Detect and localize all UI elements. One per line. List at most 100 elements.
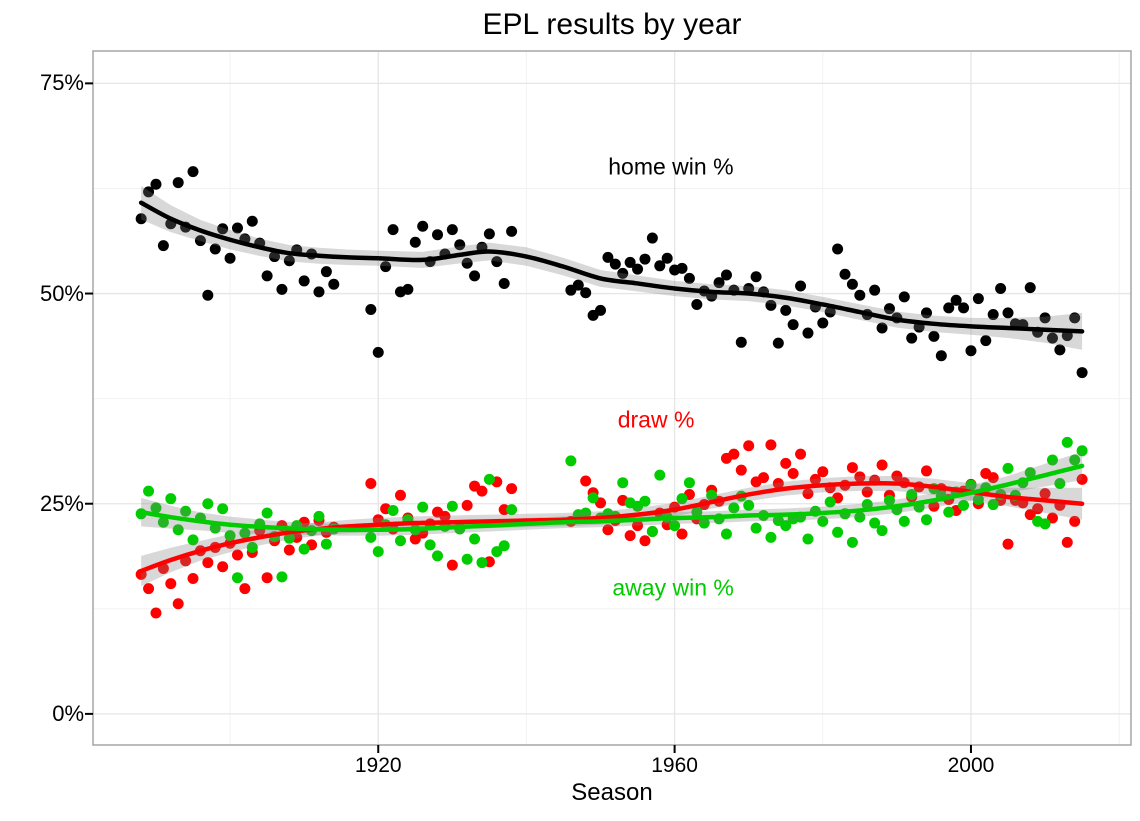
data-point bbox=[824, 496, 836, 508]
data-point bbox=[772, 478, 784, 490]
x-axis-tick-label: 1920 bbox=[354, 754, 402, 777]
data-point bbox=[950, 294, 962, 306]
data-point bbox=[261, 507, 273, 519]
annotation-draw: draw % bbox=[617, 406, 695, 433]
data-point bbox=[728, 502, 740, 514]
data-point bbox=[750, 271, 762, 283]
data-point bbox=[150, 607, 162, 619]
data-point bbox=[802, 533, 814, 545]
data-point bbox=[1024, 282, 1036, 294]
data-point bbox=[921, 514, 933, 526]
data-point bbox=[239, 527, 251, 539]
data-point bbox=[143, 186, 155, 198]
data-point bbox=[691, 298, 703, 310]
data-point bbox=[1046, 512, 1058, 524]
data-point bbox=[580, 287, 592, 299]
data-point bbox=[661, 252, 673, 264]
data-point bbox=[839, 268, 851, 280]
data-point bbox=[143, 583, 155, 595]
data-point bbox=[157, 240, 169, 252]
data-point bbox=[624, 256, 636, 268]
data-point bbox=[565, 455, 577, 467]
data-point bbox=[387, 224, 399, 236]
y-axis-tick-label: 25% bbox=[39, 490, 84, 516]
data-point bbox=[987, 472, 999, 484]
data-point bbox=[180, 505, 192, 517]
data-point bbox=[202, 289, 214, 301]
panel-border bbox=[92, 50, 1132, 746]
data-point bbox=[854, 289, 866, 301]
data-point bbox=[187, 534, 199, 546]
data-point bbox=[869, 517, 881, 529]
data-point bbox=[476, 557, 488, 569]
data-point bbox=[683, 477, 695, 489]
data-point bbox=[639, 253, 651, 265]
chart-title: EPL results by year bbox=[482, 8, 742, 41]
data-point bbox=[632, 520, 644, 532]
data-point bbox=[809, 473, 821, 485]
data-point bbox=[217, 503, 229, 515]
data-point bbox=[461, 499, 473, 511]
data-point bbox=[209, 243, 221, 255]
data-point bbox=[787, 467, 799, 479]
data-point bbox=[387, 504, 399, 516]
data-point bbox=[735, 336, 747, 348]
data-point bbox=[580, 507, 592, 519]
data-point bbox=[706, 489, 718, 501]
data-point bbox=[713, 277, 725, 289]
data-point bbox=[987, 309, 999, 321]
data-point bbox=[965, 345, 977, 357]
data-point bbox=[506, 483, 518, 495]
data-point bbox=[972, 293, 984, 305]
smooth-line bbox=[138, 480, 1085, 574]
data-point bbox=[246, 215, 258, 227]
data-point bbox=[683, 272, 695, 284]
data-point bbox=[743, 440, 755, 452]
data-point bbox=[846, 278, 858, 290]
data-point bbox=[276, 283, 288, 295]
data-point bbox=[402, 283, 414, 295]
data-point bbox=[135, 213, 147, 225]
data-point bbox=[898, 515, 910, 527]
data-point bbox=[231, 572, 243, 584]
data-point bbox=[409, 236, 421, 248]
data-point bbox=[1039, 518, 1051, 530]
data-point bbox=[469, 270, 481, 282]
data-point bbox=[669, 520, 681, 532]
data-point bbox=[876, 322, 888, 334]
data-point bbox=[580, 475, 592, 487]
data-point bbox=[995, 282, 1007, 294]
data-point bbox=[602, 524, 614, 536]
data-point bbox=[461, 553, 473, 565]
data-point bbox=[602, 251, 614, 263]
data-point bbox=[750, 522, 762, 534]
data-point bbox=[446, 500, 458, 512]
data-point bbox=[617, 267, 629, 279]
data-point bbox=[1069, 312, 1081, 324]
data-point bbox=[187, 166, 199, 178]
y-axis-tick-label: 0% bbox=[52, 700, 84, 726]
data-point bbox=[150, 502, 162, 514]
data-point bbox=[639, 535, 651, 547]
data-point bbox=[1076, 445, 1088, 457]
data-point bbox=[1061, 436, 1073, 448]
data-point bbox=[320, 538, 332, 550]
data-point bbox=[876, 525, 888, 537]
data-point bbox=[1076, 473, 1088, 485]
data-point bbox=[676, 262, 688, 274]
data-point bbox=[269, 251, 281, 263]
data-point bbox=[313, 510, 325, 522]
data-point bbox=[965, 479, 977, 491]
data-point bbox=[469, 533, 481, 545]
data-point bbox=[172, 524, 184, 536]
data-point bbox=[1024, 467, 1036, 479]
data-point bbox=[972, 494, 984, 506]
x-axis-tick-label: 1960 bbox=[651, 754, 698, 777]
data-point bbox=[454, 239, 466, 251]
data-point bbox=[1046, 332, 1058, 344]
data-point bbox=[224, 530, 236, 542]
data-point bbox=[1039, 488, 1051, 500]
x-axis-tick-label: 2000 bbox=[947, 754, 995, 777]
